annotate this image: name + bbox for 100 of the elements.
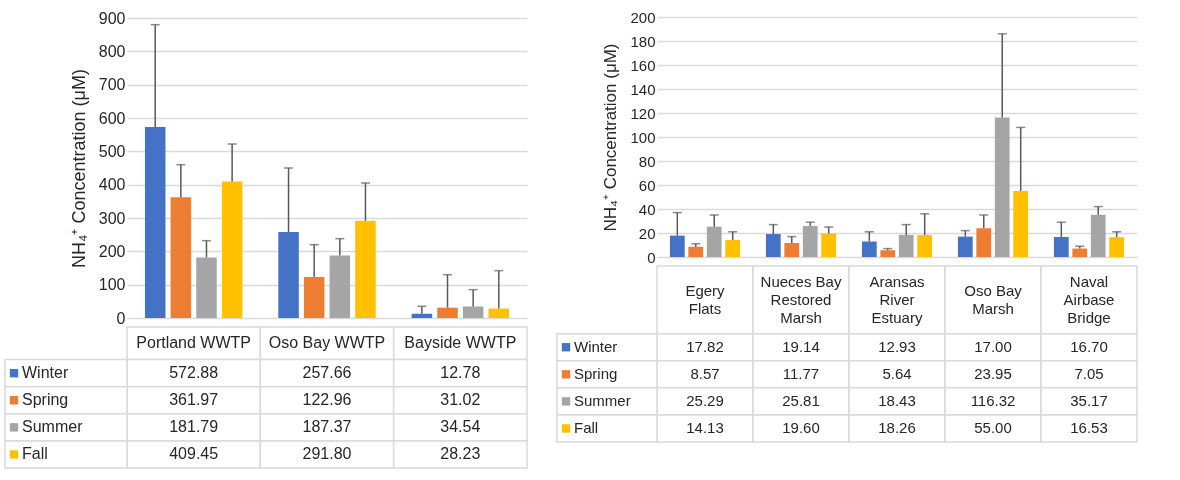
x-tick-label: Naval Airbase Bridge <box>1063 272 1115 326</box>
legend-label: Spring <box>574 365 618 383</box>
y-tick-label: 80 <box>638 152 656 170</box>
bar <box>437 307 458 318</box>
bar <box>355 220 376 318</box>
bar <box>688 246 704 257</box>
bar <box>725 240 741 257</box>
data-label: 187.37 <box>302 418 352 436</box>
data-label: 116.32 <box>970 392 1016 410</box>
bar <box>976 228 992 257</box>
bar <box>898 234 914 257</box>
legend-label: Spring <box>22 391 69 409</box>
y-tick-label: 120 <box>630 104 656 122</box>
y-tick-label: 900 <box>98 9 126 27</box>
bar <box>196 257 217 318</box>
y-tick-label: 0 <box>116 309 126 327</box>
bar <box>303 277 325 318</box>
data-label: 23.95 <box>974 365 1012 383</box>
data-label: 7.05 <box>1074 365 1104 383</box>
data-label: 55.00 <box>974 419 1012 437</box>
y-tick-label: 20 <box>638 224 656 242</box>
bar <box>1013 191 1029 257</box>
y-tick-label: 800 <box>98 42 126 60</box>
bar <box>329 255 351 318</box>
y-tick-label: 160 <box>630 56 656 74</box>
x-tick-label: Oso Bay Marsh <box>964 281 1023 317</box>
x-tick-label: Bayside WWTP <box>404 334 517 352</box>
bar <box>917 235 933 257</box>
y-tick-label: 180 <box>630 32 656 50</box>
data-label: 14.13 <box>686 419 724 437</box>
bar <box>669 235 685 257</box>
legend-label: Winter <box>574 338 618 356</box>
bar <box>1053 236 1069 257</box>
data-label: 409.45 <box>169 445 219 463</box>
data-label: 17.00 <box>974 338 1012 356</box>
bar <box>821 233 837 257</box>
x-tick-label: Portland WWTP <box>136 334 252 352</box>
data-label: 8.57 <box>690 365 720 383</box>
data-label: 19.14 <box>782 338 820 356</box>
bar <box>706 226 722 257</box>
x-tick-label: Nueces Bay Restored Marsh <box>760 272 842 326</box>
data-label: 5.64 <box>882 365 912 383</box>
x-tick-label: Egery Flats <box>685 281 726 317</box>
data-label: 12.78 <box>440 364 481 382</box>
legend-label: Fall <box>22 445 48 463</box>
legend-label: Fall <box>574 419 599 437</box>
bar <box>462 306 484 318</box>
data-label: 25.81 <box>782 392 820 410</box>
data-label: 361.97 <box>169 391 219 409</box>
y-tick-label: 700 <box>98 76 126 94</box>
bar <box>880 250 896 257</box>
y-tick-label: 400 <box>98 176 126 194</box>
bar <box>144 127 166 318</box>
data-label: 257.66 <box>302 364 352 382</box>
y-tick-label: 140 <box>630 80 656 98</box>
bar <box>994 117 1010 257</box>
data-label: 28.23 <box>440 445 481 463</box>
data-label: 572.88 <box>169 364 219 382</box>
y-tick-label: 100 <box>98 276 126 294</box>
bar <box>1090 214 1106 257</box>
x-tick-label: Aransas River Estuary <box>869 272 925 326</box>
bar <box>1109 237 1125 257</box>
bar <box>411 313 433 318</box>
data-label: 291.80 <box>302 445 352 463</box>
data-label: 18.26 <box>878 419 916 437</box>
bar <box>957 236 973 257</box>
legend-label: Summer <box>574 392 631 410</box>
data-label: 122.96 <box>302 391 352 409</box>
data-label: 31.02 <box>440 391 481 409</box>
data-label: 12.93 <box>878 338 916 356</box>
y-tick-label: 200 <box>98 242 126 260</box>
y-tick-label: 0 <box>647 248 656 266</box>
bar <box>765 234 781 257</box>
data-label: 16.53 <box>1070 419 1108 437</box>
bar <box>1072 248 1088 257</box>
data-label: 35.17 <box>1070 392 1108 410</box>
y-tick-label: 60 <box>638 176 656 194</box>
legend-label: Winter <box>22 364 69 382</box>
bar <box>488 308 510 318</box>
y-tick-label: 200 <box>630 8 656 26</box>
y-axis-title: NH₄⁺ Concentration (μM) <box>601 43 621 232</box>
data-label: 25.29 <box>686 392 724 410</box>
data-label: 16.70 <box>1070 338 1108 356</box>
bar <box>802 226 818 257</box>
bar <box>170 197 192 318</box>
y-tick-label: 600 <box>98 109 126 127</box>
data-label: 18.43 <box>878 392 916 410</box>
bar <box>221 181 243 318</box>
y-tick-label: 40 <box>638 200 656 218</box>
y-tick-label: 500 <box>98 142 126 160</box>
y-axis-title: NH₄⁺ Concentration (μM) <box>68 69 89 268</box>
data-label: 11.77 <box>782 365 820 383</box>
bar <box>861 241 877 257</box>
data-label: 181.79 <box>169 418 219 436</box>
y-tick-label: 300 <box>98 209 126 227</box>
legend-label: Summer <box>22 418 84 436</box>
data-label: 34.54 <box>440 418 481 436</box>
bar <box>278 232 299 318</box>
data-label: 19.60 <box>782 419 820 437</box>
y-tick-label: 100 <box>630 128 656 146</box>
